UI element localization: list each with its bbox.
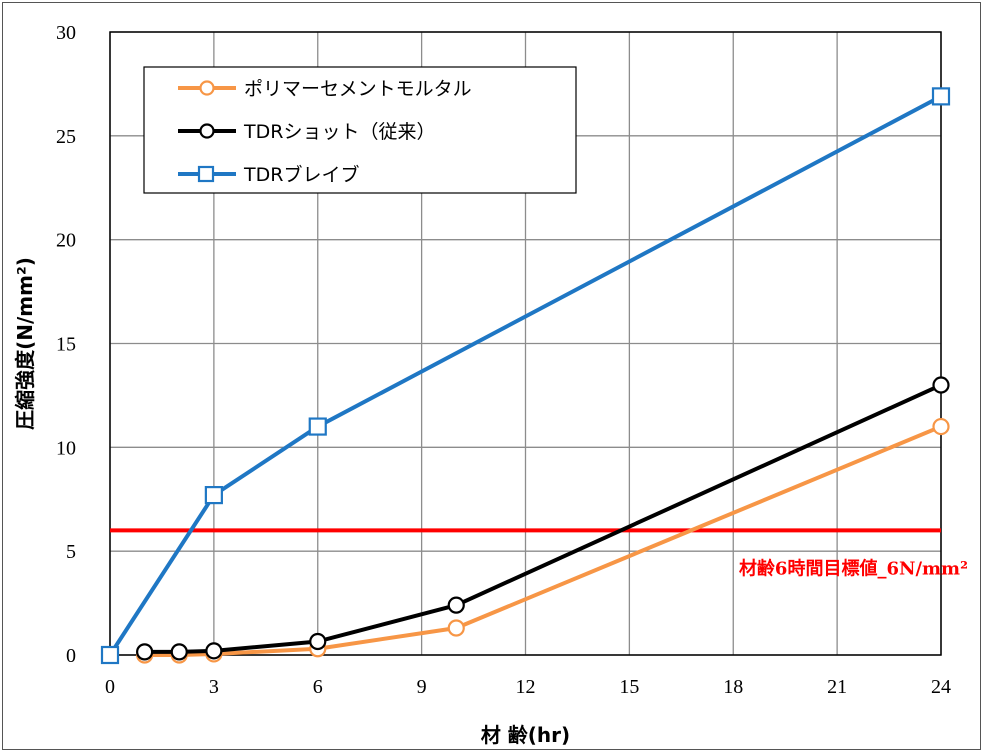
legend-marker [197, 165, 215, 183]
legend-label: TDRショット（従来） [243, 121, 435, 143]
data-point [136, 643, 154, 661]
y-tick-label: 30 [56, 22, 76, 44]
x-tick-label: 9 [417, 676, 427, 698]
data-point [932, 376, 950, 394]
y-tick-label: 5 [66, 541, 76, 563]
data-point [170, 643, 188, 661]
reference-line-label: 材齢6時間目標値_6N/mm² [739, 557, 968, 579]
legend-label: ポリマーセメントモルタル [244, 78, 472, 100]
legend-marker [199, 80, 215, 96]
x-tick-label: 3 [209, 676, 219, 698]
y-axis-title: 圧縮強度(N/mm²) [13, 257, 37, 430]
data-point [100, 645, 120, 665]
data-point [931, 87, 951, 106]
series-line [108, 94, 942, 657]
legend-item: TDRブレイブ [178, 163, 359, 186]
y-tick-label: 10 [56, 437, 76, 459]
x-tick-label: 24 [931, 676, 951, 698]
series-2 [136, 376, 950, 661]
data-point [205, 642, 223, 660]
plot-area-border [109, 31, 942, 656]
y-tick-label: 20 [56, 230, 76, 252]
legend-item: ポリマーセメントモルタル [178, 78, 472, 100]
data-point [308, 417, 327, 436]
x-tick-label: 0 [105, 676, 115, 698]
legend-label: TDRブレイブ [243, 163, 359, 186]
x-tick-label: 15 [619, 676, 639, 698]
x-tick-label: 18 [723, 676, 743, 698]
y-tick-label: 15 [56, 334, 76, 356]
series-1 [136, 417, 950, 664]
series-group [100, 87, 951, 665]
legend: ポリマーセメントモルタル TDRショット（従来） TDRブレイブ [143, 66, 577, 194]
data-point [309, 632, 327, 651]
data-point [204, 485, 223, 505]
data-point [447, 619, 465, 637]
data-point [447, 596, 465, 614]
x-tick-label: 12 [516, 676, 536, 698]
x-axis-title: 材 齢(hr) [481, 723, 570, 747]
legend-marker [199, 123, 215, 139]
y-tick-label: 0 [66, 645, 76, 667]
x-tick-label: 21 [827, 676, 847, 698]
x-tick-label: 6 [313, 676, 323, 698]
tick-labels: 0 3 6 9 12 15 18 21 24 0 5 10 15 20 25 30 [56, 22, 951, 698]
data-point [932, 417, 950, 436]
y-tick-label: 25 [56, 126, 76, 148]
series-line [144, 383, 942, 654]
series-3 [100, 87, 951, 665]
legend-item: TDRショット（従来） [178, 121, 435, 143]
